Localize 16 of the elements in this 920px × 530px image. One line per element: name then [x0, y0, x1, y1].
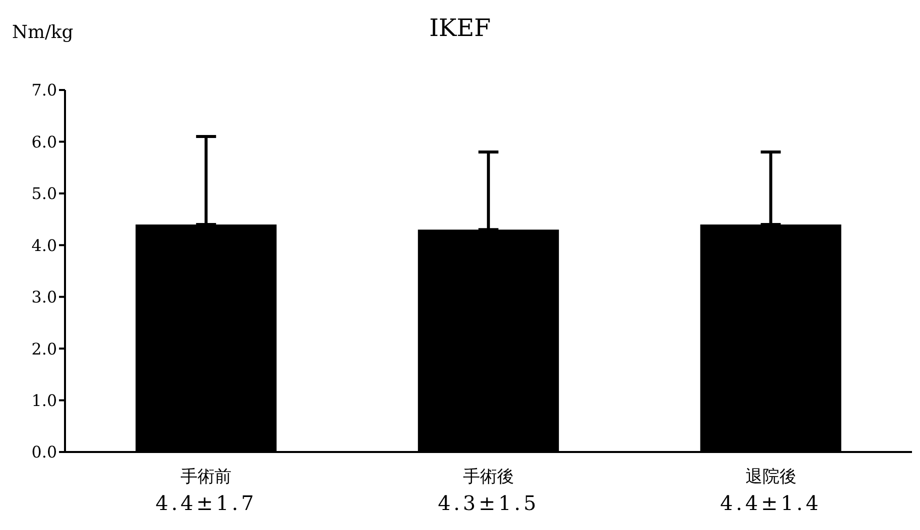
y-tick-label: 6.0: [32, 132, 57, 152]
y-tick-label: 7.0: [32, 80, 57, 100]
data-label: 4.3±1.5: [438, 491, 540, 515]
y-tick-label: 1.0: [32, 390, 57, 410]
x-tick-label: 退院後: [745, 467, 796, 487]
data-label: 4.4±1.4: [720, 491, 822, 515]
x-tick-label: 手術前: [180, 467, 232, 487]
chart-title: IKEF: [429, 14, 491, 42]
y-tick-label: 5.0: [32, 184, 57, 204]
y-axis-title: Nm/kg: [12, 22, 74, 43]
y-tick-label: 2.0: [32, 339, 57, 358]
y-tick-label: 3.0: [32, 288, 57, 307]
data-label: 4.4±1.7: [155, 491, 257, 515]
y-tick-label: 4.0: [32, 236, 57, 255]
y-tick-label: 0.0: [32, 442, 57, 462]
x-tick-label: 手術後: [463, 467, 514, 487]
